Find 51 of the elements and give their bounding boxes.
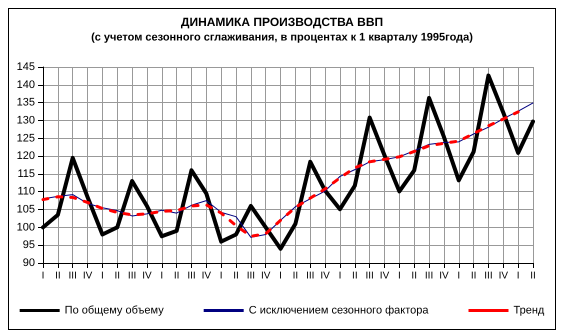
x-tick-label: II: [55, 270, 61, 282]
legend-label: Тренд: [513, 304, 545, 316]
x-tick-label: IV: [142, 270, 152, 282]
x-tick-label: II: [411, 270, 417, 282]
x-tick-label: III: [484, 270, 493, 282]
x-tick-label: III: [68, 270, 77, 282]
x-tick-label: II: [114, 270, 120, 282]
x-tick-label: III: [365, 270, 374, 282]
x-tick-label: IV: [380, 270, 390, 282]
y-tick-label: 95: [22, 239, 35, 252]
chart-subtitle: (с учетом сезонного сглаживания, в процентах к 1 кварталу 1995года): [91, 32, 474, 44]
x-tick-label: IV: [439, 270, 449, 282]
y-tick-label: 115: [17, 168, 35, 180]
x-tick-label: II: [174, 270, 180, 282]
x-tick-label: IV: [82, 270, 93, 282]
x-tick-label: III: [306, 270, 314, 282]
x-tick-label: I: [220, 270, 223, 282]
x-tick-label: I: [457, 270, 460, 282]
x-tick-label: III: [424, 270, 434, 282]
x-tick-label: III: [128, 270, 136, 282]
x-tick-label: III: [246, 270, 256, 282]
x-tick-label: II: [352, 270, 358, 282]
x-tick-label: I: [338, 270, 342, 282]
y-tick-label: 135: [16, 96, 35, 109]
x-tick-label: I: [160, 270, 164, 282]
y-tick-label: 125: [16, 132, 35, 144]
y-tick-label: 120: [16, 150, 35, 162]
x-tick-label: IV: [261, 270, 271, 282]
x-tick-label: IV: [498, 270, 508, 282]
chart-title: ДИНАМИКА ПРОИЗВОДСТВА ВВП: [180, 15, 384, 29]
x-tick-label: II: [530, 270, 536, 282]
x-tick-label: I: [279, 270, 282, 282]
x-tick-label: III: [187, 270, 196, 282]
x-tick-label: IV: [320, 270, 330, 282]
x-tick-label: IV: [202, 270, 212, 282]
x-tick-label: I: [42, 270, 44, 282]
y-tick-label: 145: [16, 61, 35, 73]
x-tick-label: II: [292, 270, 298, 282]
y-tick-label: 130: [16, 114, 35, 126]
x-tick-label: I: [516, 270, 520, 282]
y-tick-label: 105: [16, 204, 35, 216]
x-tick-label: I: [398, 270, 401, 282]
legend-label: По общему объему: [64, 304, 164, 316]
x-tick-label: II: [470, 270, 476, 282]
y-tick-label: 140: [16, 78, 35, 91]
y-tick-label: 90: [22, 257, 35, 269]
y-tick-label: 100: [16, 221, 35, 234]
x-tick-label: II: [233, 270, 239, 282]
legend-label: С исключением сезонного фактора: [248, 304, 430, 316]
y-tick-label: 110: [17, 186, 35, 198]
x-tick-label: I: [101, 270, 104, 282]
